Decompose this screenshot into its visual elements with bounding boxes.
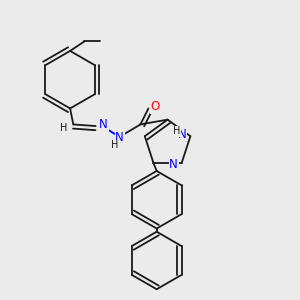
Text: N: N [99,118,108,131]
Text: N: N [178,128,187,141]
Text: H: H [173,126,181,136]
Text: N: N [115,131,124,144]
Text: O: O [150,100,159,113]
Text: H: H [60,123,68,133]
Text: N: N [169,158,178,171]
Text: H: H [111,140,118,150]
